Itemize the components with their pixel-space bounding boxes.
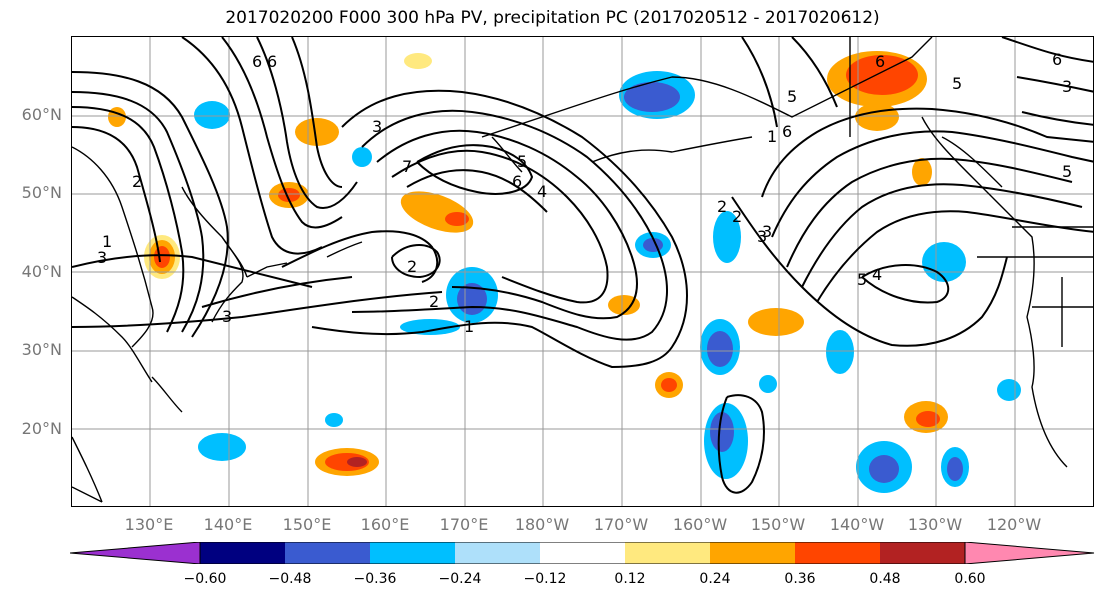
contour-label: 5 [952, 74, 962, 93]
contour-label: 3 [97, 248, 107, 267]
graticule [72, 37, 1093, 506]
colorbar-tick: 0.48 [869, 571, 901, 587]
contour-label: 2 [132, 172, 142, 191]
contour-label: 2 [407, 257, 417, 276]
contour-label: 6 [512, 172, 522, 191]
contour-label: 1 [464, 317, 474, 336]
colorbar-tick: 0.12 [614, 571, 646, 587]
contour-label: 7 [402, 157, 412, 176]
contour-label: 1 [102, 232, 112, 251]
contour-label: 2 [717, 197, 727, 216]
contour-label: 2 [732, 207, 742, 226]
contour-label: 3 [222, 307, 232, 326]
contour-label: 6 [252, 52, 262, 71]
lon-label: 170°W [593, 515, 649, 534]
contour-labels: 6 6 3 2 1 7 6 5 4 2 3 2 1 3 2 6 5 3 2 1 … [97, 50, 1072, 336]
contour-label: 3 [1062, 77, 1072, 96]
colorbar-tick: 0.60 [954, 571, 986, 587]
lon-label: 180°W [514, 515, 570, 534]
map-frame: 6 6 3 2 1 7 6 5 4 2 3 2 1 3 2 6 5 3 2 1 … [71, 36, 1094, 507]
lon-label: 160°W [672, 515, 728, 534]
contour-label: 6 [1052, 50, 1062, 69]
contour-label: 6 [875, 52, 885, 71]
contour-label: 4 [537, 182, 547, 201]
contour-label: 3 [372, 117, 382, 136]
lon-label: 170°E [439, 515, 489, 534]
lat-label: 20°N [21, 419, 62, 438]
contour-label: 6 [267, 52, 277, 71]
precip-shading [108, 51, 1021, 493]
colorbar-tick: −0.36 [353, 571, 397, 587]
contour-label: 6 [782, 122, 792, 141]
map-canvas: 6 6 3 2 1 7 6 5 4 2 3 2 1 3 2 6 5 3 2 1 … [72, 37, 1093, 506]
contour-label: 5 [517, 152, 527, 171]
lon-label: 130°W [907, 515, 963, 534]
contour-label: 5 [787, 87, 797, 106]
colorbar-tick: −0.12 [523, 571, 567, 587]
lat-label: 30°N [21, 340, 62, 359]
lon-label: 140°E [203, 515, 253, 534]
pv-contours [72, 37, 1093, 494]
contour-label: 5 [1062, 162, 1072, 181]
contour-label: 5 [857, 270, 867, 289]
colorbar-tick: −0.24 [438, 571, 482, 587]
contour-label: 1 [767, 127, 777, 146]
lon-label: 150°E [282, 515, 332, 534]
lon-label: 130°E [124, 515, 174, 534]
lat-label: 40°N [21, 262, 62, 281]
map-title: 2017020200 F000 300 hPa PV, precipitatio… [225, 8, 880, 28]
contour-label: 3 [762, 222, 772, 241]
contour-label: 3 [757, 227, 767, 246]
lon-label: 160°E [360, 515, 410, 534]
colorbar-tick: −0.60 [183, 571, 227, 587]
lon-label: 140°W [829, 515, 885, 534]
lon-label: 120°W [986, 515, 1042, 534]
colorbar-tick: 0.36 [784, 571, 816, 587]
lat-label: 50°N [21, 183, 62, 202]
colorbar [70, 542, 1095, 564]
lat-label: 60°N [21, 105, 62, 124]
colorbar-tick: 0.24 [699, 571, 731, 587]
lon-label: 150°W [750, 515, 806, 534]
contour-label: 2 [429, 292, 439, 311]
contour-label: 4 [872, 265, 882, 284]
colorbar-tick: −0.48 [268, 571, 312, 587]
